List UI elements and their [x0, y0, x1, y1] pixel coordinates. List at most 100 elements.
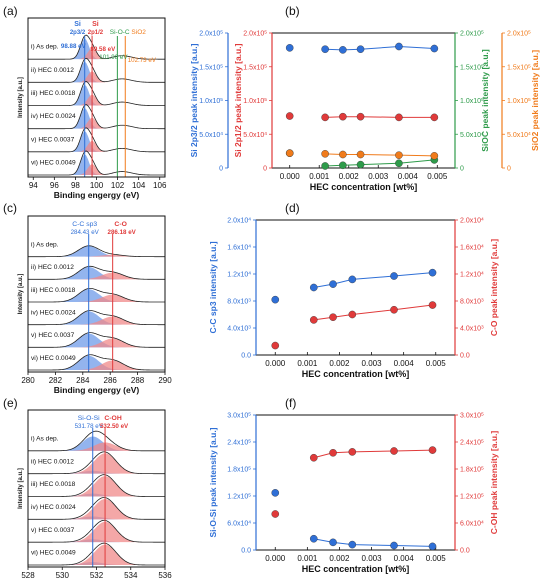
panel-label-c: (c) [3, 201, 17, 215]
y-tick-label: 4.0x103 [460, 324, 484, 333]
spectrum-envelope [28, 81, 165, 106]
sample-label: vi) HEC 0.0049 [31, 355, 76, 362]
sample-label: v) HEC 0.0037 [31, 332, 75, 339]
panel-label-d: (d) [285, 201, 300, 215]
spectrum-envelope [28, 430, 165, 452]
spectrum-panel-e: i) As dep. ii) HEC 0.0012 iii) HEC 0.0018 i… [18, 409, 172, 581]
panel-label-b: (b) [285, 4, 300, 18]
y-tick-label: 0.0 [241, 548, 251, 555]
data-point [395, 42, 403, 51]
data-point [428, 542, 437, 551]
peak-title: C-O [114, 221, 126, 228]
spectrum-envelope [28, 150, 165, 176]
data-point [309, 534, 318, 543]
sample-label: iv) HEC 0.0024 [31, 113, 76, 120]
y-tick-label: 5.0x104 [199, 130, 223, 139]
y-tick-label: 1.5x105 [243, 63, 267, 72]
spectrum-envelope [28, 451, 165, 475]
sample-label: iii) HEC 0.0018 [31, 481, 76, 488]
x-tick-label: 0.004 [394, 359, 415, 368]
sample-label: iii) HEC 0.0018 [31, 90, 76, 97]
data-point [329, 280, 337, 288]
y-axis-label: Intensity [a.u.] [18, 77, 24, 118]
spectrum-envelope [28, 287, 165, 303]
peak-energy-label: 286.18 eV [108, 229, 137, 236]
y-tick-label: 0.0 [460, 353, 470, 360]
peak-energy-label: 532.50 eV [100, 423, 129, 430]
x-axis-label: HEC concentration [wt%] [302, 564, 410, 574]
peak-title: Si [74, 21, 81, 28]
data-point [356, 150, 365, 159]
panel-label-a: (a) [3, 4, 18, 18]
data-point [430, 152, 439, 160]
data-point [339, 46, 347, 54]
x-tick-label: 528 [21, 571, 35, 580]
x-tick-label: 282 [49, 376, 63, 385]
peak-fill [28, 266, 165, 280]
spectrum-envelope [28, 474, 165, 497]
x-tick-label: 0.003 [362, 359, 383, 368]
y-tick-label: 2.0x105 [460, 29, 484, 38]
x-tick-label: 0.002 [329, 359, 350, 368]
x-tick-label: 0.004 [394, 554, 415, 563]
x-tick-label: 94 [29, 181, 38, 190]
scatter-panel-f: 0.000 0.001 0.002 0.003 0.004 0.005 HEC concen… [208, 411, 499, 574]
panel-label-e: (e) [3, 396, 18, 410]
sample-label: v) HEC 0.0037 [31, 136, 75, 143]
x-tick-label: 102 [111, 181, 125, 190]
plot-frame [271, 32, 456, 169]
x-tick-label: 0.005 [426, 554, 447, 563]
sample-label: i) As dep. [31, 436, 59, 443]
peak-fill [28, 355, 165, 370]
y-tick-label: 2.4x105 [227, 438, 251, 447]
peak-fill [28, 164, 165, 175]
data-point [348, 540, 357, 549]
y-tick-label: 6.0x104 [460, 519, 484, 528]
spectrum-frame [27, 215, 166, 373]
data-point [348, 275, 357, 284]
sample-label: iii) HEC 0.0018 [31, 287, 76, 294]
spectrum-envelope [28, 310, 165, 326]
y-tick-label: 0 [219, 166, 223, 173]
x-tick-label: 0.003 [368, 172, 389, 181]
peak-fill [28, 141, 165, 152]
peak-fill [28, 94, 165, 106]
y-tick-label: 1.0x105 [507, 97, 531, 106]
peak-energy-label: 284.43 eV [71, 229, 100, 236]
scatter-panel-b: 0.000 0.001 0.002 0.003 0.004 0.005 HEC concen… [189, 29, 540, 192]
peak-title: C-C sp3 [72, 221, 97, 228]
y-tick-label: 8.0x103 [460, 297, 484, 306]
spectrum-envelope [28, 332, 165, 348]
peak-fill [28, 117, 165, 129]
y-axis-title: Si-O-Si peak intensity [a.u.] [208, 427, 218, 537]
y-tick-label: 1.6x104 [460, 243, 484, 252]
x-tick-label: 530 [56, 571, 70, 580]
y-tick-label: 1.0x105 [199, 97, 223, 106]
data-point [428, 268, 437, 277]
spectrum-envelope [28, 354, 165, 371]
data-point [271, 489, 280, 497]
x-tick-label: 284 [76, 376, 90, 385]
x-tick-label: 106 [153, 181, 167, 190]
data-point [339, 161, 347, 170]
x-tick-label: 0.001 [309, 172, 330, 181]
peak-energy-label: 101.98 eV [99, 54, 128, 61]
spectrum-panel-c: i) As dep. ii) HEC 0.0012 iii) HEC 0.0018 i… [18, 215, 172, 395]
data-point [271, 341, 280, 350]
peak-fill [28, 442, 165, 451]
data-point [321, 113, 329, 122]
y-tick-label: 0 [507, 166, 511, 173]
peak-fill [28, 333, 165, 348]
y-tick-label: 6.0x104 [227, 519, 251, 528]
peak-fill [28, 521, 165, 543]
data-point [356, 160, 365, 169]
x-tick-label: 0.001 [297, 554, 318, 563]
y-axis-title: Si 2p3/2 peak intensity [a.u.] [189, 43, 199, 157]
sample-label: vi) HEC 0.0049 [31, 550, 76, 557]
y-tick-label: 3.0x105 [460, 411, 484, 420]
sample-label: ii) HEC 0.0012 [31, 67, 74, 74]
peak-fill [28, 71, 165, 83]
peak-fill [28, 245, 165, 257]
sample-label: vi) HEC 0.0049 [31, 160, 76, 167]
